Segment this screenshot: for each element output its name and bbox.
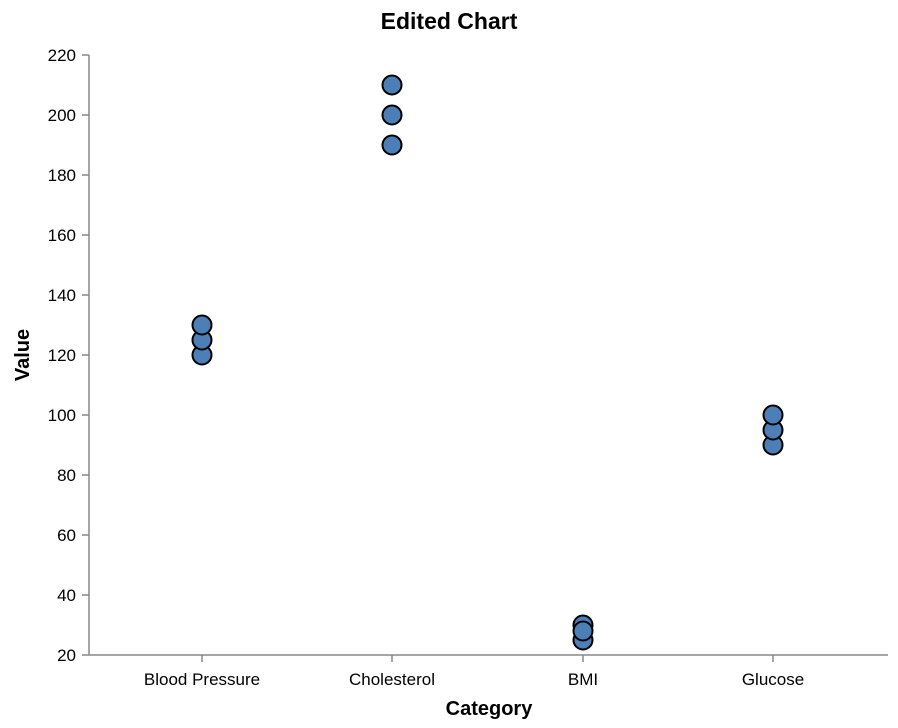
y-tick-label: 200 <box>48 106 76 125</box>
y-tick-label: 60 <box>57 526 76 545</box>
x-axis: Blood Pressure Cholesterol BMI Glucose <box>89 654 888 689</box>
y-tick-label: 40 <box>57 586 76 605</box>
y-tick-label: 80 <box>57 466 76 485</box>
data-point <box>381 104 403 126</box>
y-axis-title: Value <box>12 329 34 381</box>
y-tick-label: 100 <box>48 406 76 425</box>
y-tick-label: 20 <box>57 646 76 665</box>
data-point <box>191 314 213 336</box>
y-tick-label: 160 <box>48 226 76 245</box>
y-tick-label: 120 <box>48 346 76 365</box>
x-tick-label: Blood Pressure <box>144 670 260 689</box>
y-tick-label: 140 <box>48 286 76 305</box>
x-tick-label: Glucose <box>742 670 804 689</box>
points-layer <box>191 74 784 651</box>
x-tick-label: Cholesterol <box>349 670 435 689</box>
x-tick-label: BMI <box>568 670 598 689</box>
data-point <box>381 74 403 96</box>
chart-title: Edited Chart <box>381 8 518 34</box>
y-axis: 20 40 60 80 100 120 140 160 180 200 220 <box>48 46 90 665</box>
data-point <box>762 404 784 426</box>
data-point <box>572 620 594 642</box>
data-point <box>381 134 403 156</box>
y-tick-label: 220 <box>48 46 76 65</box>
x-axis-title: Category <box>446 698 534 720</box>
y-tick-label: 180 <box>48 166 76 185</box>
